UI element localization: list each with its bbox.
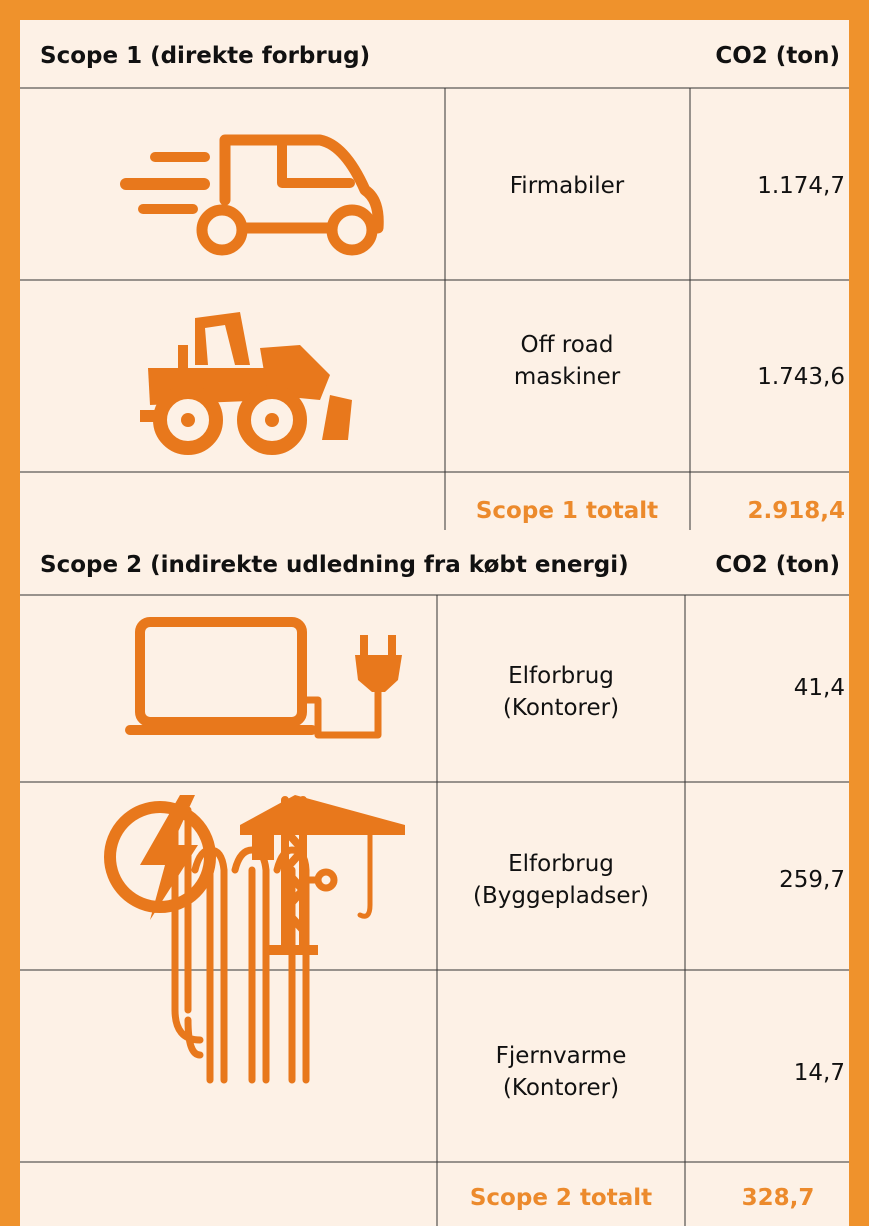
label-line: Elforbrug xyxy=(508,663,614,689)
loader-icon xyxy=(140,312,352,455)
row-value: 259,7 xyxy=(779,867,845,893)
row-label: Off road maskiner xyxy=(514,332,621,390)
label-line: maskiner xyxy=(514,364,621,390)
scope2-unit: CO2 (ton) xyxy=(715,552,840,578)
row-value: 1.743,6 xyxy=(757,364,845,390)
row-value: 14,7 xyxy=(794,1060,845,1086)
scope2-title: Scope 2 (indirekte udledning fra købt en… xyxy=(40,552,629,578)
total-value: 2.918,4 xyxy=(748,498,846,524)
row-label: Fjernvarme (Kontorer) xyxy=(496,1043,627,1101)
total-label: Scope 2 totalt xyxy=(470,1185,652,1211)
scope1-unit: CO2 (ton) xyxy=(715,43,840,69)
row-label: Firmabiler xyxy=(510,173,625,199)
label-line: Elforbrug xyxy=(508,851,614,877)
total-value: 328,7 xyxy=(742,1185,815,1211)
label-line: Firmabiler xyxy=(510,173,625,199)
label-line: (Byggepladser) xyxy=(473,883,649,909)
label-line: (Kontorer) xyxy=(503,695,619,721)
label-line: Fjernvarme xyxy=(496,1043,627,1069)
row-label: Elforbrug (Byggepladser) xyxy=(473,851,649,909)
radiator-icon xyxy=(171,806,338,1084)
scope1-title: Scope 1 (direkte forbrug) xyxy=(40,43,370,69)
row-value: 41,4 xyxy=(794,675,845,701)
label-line: Off road xyxy=(521,332,614,358)
van-icon xyxy=(120,134,384,256)
total-label: Scope 1 totalt xyxy=(476,498,658,524)
power-crane-icon xyxy=(104,795,405,955)
laptop-icon xyxy=(125,617,402,739)
label-line: (Kontorer) xyxy=(503,1075,619,1101)
row-value: 1.174,7 xyxy=(757,173,845,199)
row-label: Elforbrug (Kontorer) xyxy=(503,663,619,721)
